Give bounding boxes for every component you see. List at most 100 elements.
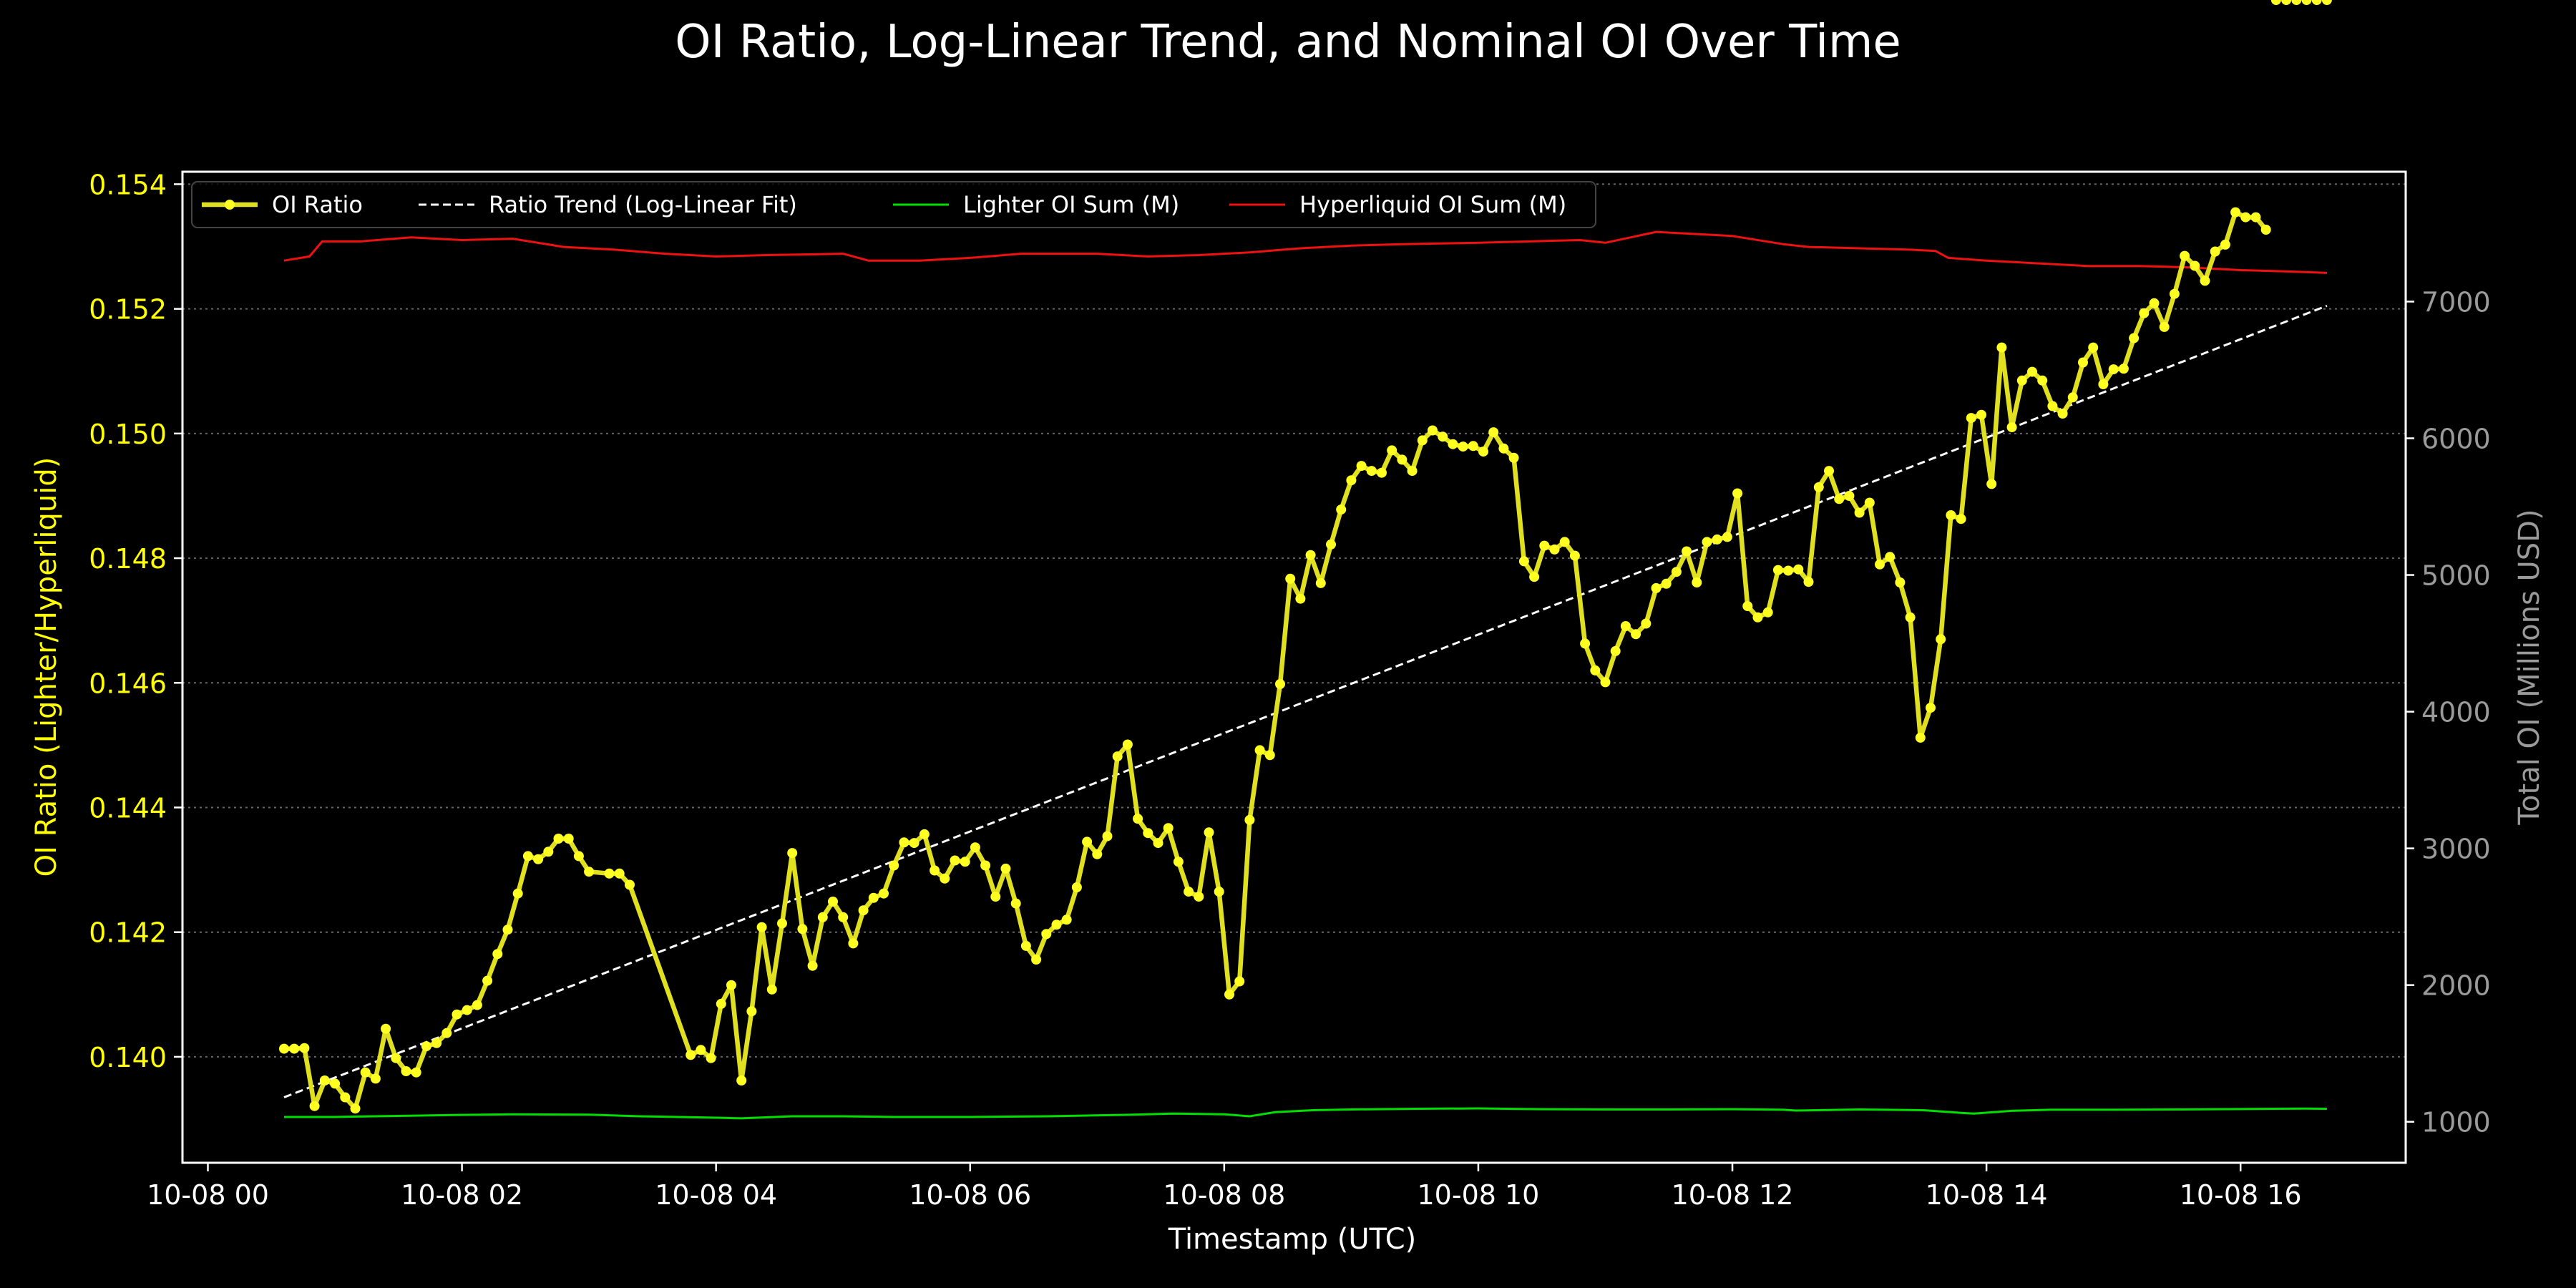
oi-ratio-point bbox=[1194, 892, 1204, 902]
oi-ratio-point bbox=[350, 1103, 361, 1114]
oi-ratio-point bbox=[2291, 0, 2302, 5]
oi-ratio-point bbox=[381, 1023, 391, 1034]
oi-ratio-point bbox=[1549, 544, 1560, 555]
y-left-tick-label: 0.150 bbox=[89, 419, 167, 450]
oi-ratio-point bbox=[1163, 823, 1174, 834]
oi-ratio-point bbox=[2098, 379, 2109, 389]
left-y-axis-label: OI Ratio (Lighter/Hyperliquid) bbox=[30, 457, 63, 877]
oi-ratio-point bbox=[543, 847, 554, 857]
oi-ratio-point bbox=[930, 865, 940, 876]
oi-ratio-point bbox=[391, 1053, 401, 1063]
oi-ratio-point bbox=[706, 1053, 716, 1063]
oi-ratio-point bbox=[1610, 645, 1621, 656]
oi-ratio-point bbox=[1712, 534, 1722, 545]
oi-ratio-point bbox=[330, 1078, 341, 1089]
oi-ratio-point bbox=[1854, 507, 1865, 518]
oi-ratio-point bbox=[1895, 577, 1906, 587]
oi-ratio-point bbox=[807, 960, 818, 971]
legend-label: Lighter OI Sum (M) bbox=[963, 191, 1179, 218]
oi-ratio-point bbox=[299, 1043, 310, 1053]
oi-ratio-point bbox=[2281, 0, 2292, 5]
oi-ratio-point bbox=[2108, 364, 2119, 375]
oi-ratio-point bbox=[2037, 375, 2048, 386]
oi-ratio-point bbox=[1305, 550, 1316, 560]
oi-ratio-point bbox=[1742, 601, 1753, 612]
oi-ratio-point bbox=[2240, 212, 2251, 223]
oi-ratio-point bbox=[1122, 739, 1133, 750]
oi-ratio-point bbox=[1824, 466, 1834, 477]
oi-ratio-point bbox=[553, 834, 564, 844]
x-tick-label: 10-08 10 bbox=[1418, 1179, 1540, 1211]
oi-ratio-point bbox=[1275, 679, 1285, 689]
oi-ratio-point bbox=[492, 949, 503, 960]
x-axis-label: Timestamp (UTC) bbox=[1168, 1223, 1417, 1256]
oi-ratio-point bbox=[1254, 745, 1265, 756]
oi-ratio-point bbox=[1661, 578, 1672, 589]
chart-title: OI Ratio, Log-Linear Trend, and Nominal … bbox=[675, 16, 1901, 69]
y-right-tick-label: 6000 bbox=[2421, 424, 2491, 455]
oi-ratio-point bbox=[889, 860, 899, 871]
oi-ratio-point bbox=[1956, 514, 1966, 525]
oi-ratio-point bbox=[401, 1066, 411, 1076]
oi-ratio-point bbox=[1478, 447, 1488, 457]
oi-ratio-point bbox=[736, 1075, 747, 1085]
oi-ratio-point bbox=[2139, 308, 2150, 318]
oi-ratio-point bbox=[1518, 556, 1529, 567]
oi-ratio-point bbox=[1366, 466, 1377, 477]
oi-ratio-point bbox=[1600, 677, 1611, 688]
oi-ratio-point bbox=[1498, 443, 1509, 454]
oi-ratio-point bbox=[2159, 321, 2170, 332]
oi-ratio-point bbox=[1651, 582, 1662, 593]
y-left-tick-label: 0.154 bbox=[89, 169, 167, 200]
oi-ratio-point bbox=[1295, 593, 1306, 604]
oi-ratio-point bbox=[1864, 497, 1875, 508]
oi-ratio-point bbox=[1885, 552, 1896, 562]
y-left-tick-label: 0.142 bbox=[89, 917, 167, 949]
oi-ratio-point bbox=[1772, 565, 1783, 575]
oi-ratio-point bbox=[1173, 857, 1184, 867]
oi-ratio-point bbox=[1915, 732, 1926, 743]
oi-ratio-point bbox=[1397, 454, 1407, 465]
oi-ratio-point bbox=[2027, 366, 2037, 377]
series-hyperliquid-oi-line bbox=[283, 230, 2327, 274]
oi-ratio-point bbox=[1793, 564, 1804, 575]
oi-ratio-point bbox=[1529, 572, 1540, 582]
x-tick-label: 10-08 04 bbox=[655, 1179, 777, 1211]
legend-label: OI Ratio bbox=[272, 191, 363, 218]
oi-ratio-point bbox=[319, 1075, 330, 1085]
oi-ratio-point bbox=[533, 854, 544, 864]
oi-ratio-point bbox=[522, 851, 533, 862]
oi-ratio-point bbox=[1569, 550, 1580, 561]
oi-ratio-point bbox=[858, 905, 869, 916]
oi-ratio-point bbox=[960, 857, 970, 867]
oi-ratio-point bbox=[1356, 461, 1367, 472]
oi-ratio-point bbox=[2321, 0, 2332, 5]
oi-ratio-point bbox=[990, 892, 1001, 902]
oi-ratio-point bbox=[1061, 914, 1072, 925]
oi-ratio-point bbox=[1417, 435, 1428, 446]
oi-ratio-point bbox=[2180, 250, 2190, 261]
oi-ratio-point bbox=[2118, 364, 2129, 374]
oi-ratio-point bbox=[940, 873, 950, 884]
oi-ratio-point bbox=[726, 980, 736, 990]
oi-ratio-point bbox=[482, 975, 493, 986]
oi-ratio-point bbox=[1671, 567, 1682, 577]
oi-ratio-point bbox=[2149, 298, 2160, 308]
oi-ratio-point bbox=[1082, 836, 1093, 847]
y-left-tick-label: 0.144 bbox=[89, 792, 167, 824]
oi-ratio-point bbox=[950, 855, 960, 866]
oi-ratio-point bbox=[787, 848, 798, 859]
oi-ratio-point bbox=[1224, 989, 1234, 1000]
oi-ratio-point bbox=[2088, 342, 2099, 353]
y-right-tick-label: 1000 bbox=[2421, 1107, 2491, 1138]
oi-ratio-point bbox=[1285, 573, 1296, 584]
oi-ratio-point bbox=[1631, 629, 1641, 640]
oi-ratio-point bbox=[1153, 838, 1163, 849]
oi-ratio-point bbox=[472, 1000, 482, 1010]
oi-ratio-point bbox=[421, 1041, 431, 1052]
oi-ratio-point bbox=[1071, 882, 1082, 892]
oi-ratio-point bbox=[879, 888, 889, 899]
oi-ratio-point bbox=[1722, 532, 1732, 542]
oi-ratio-point bbox=[2190, 260, 2200, 271]
oi-ratio-point bbox=[1488, 427, 1499, 438]
